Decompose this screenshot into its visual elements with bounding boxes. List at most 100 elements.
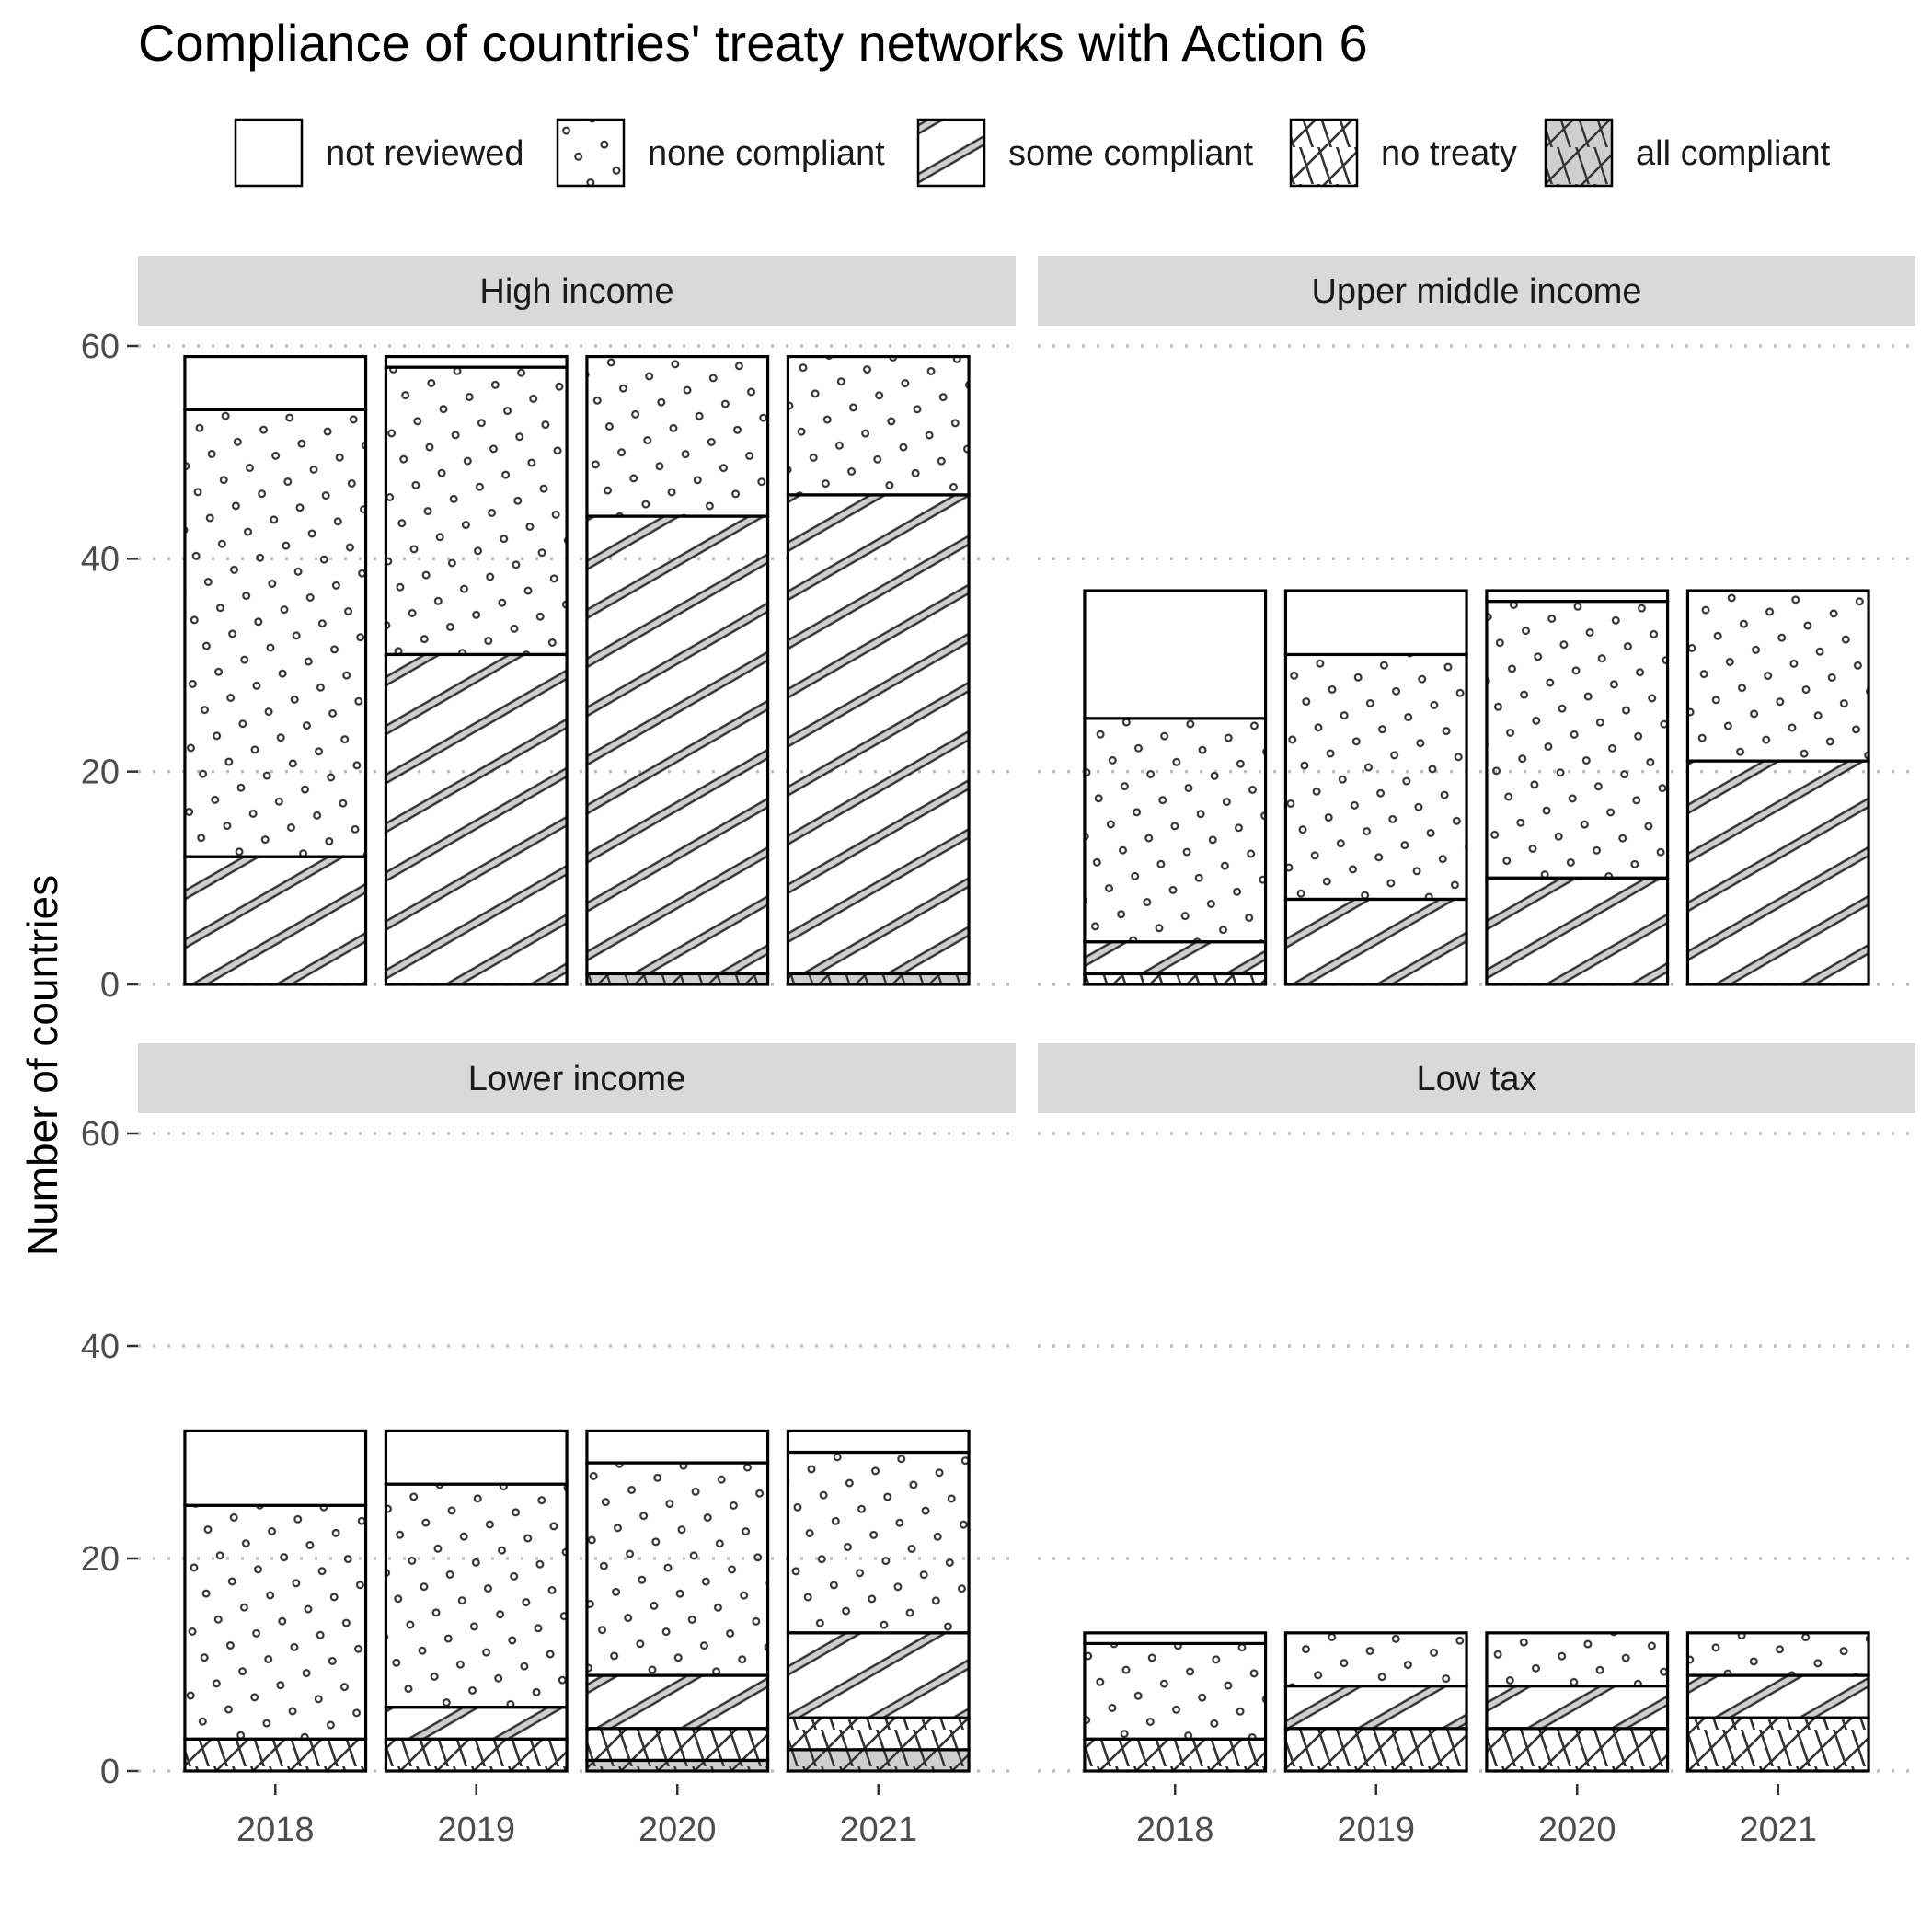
y-tick-label: 40 [81, 1328, 120, 1366]
panel-strip-label: Low tax [1417, 1060, 1537, 1098]
bar-segment-none_compliant [1283, 652, 1468, 902]
bar-segment-some_compliant [1083, 940, 1268, 976]
legend-swatch-no_treaty [1289, 118, 1359, 188]
panel-strip [138, 1043, 1016, 1113]
panel-high-income: High income 0 20 40 60 [81, 256, 1016, 1005]
x-tick-label: 2020 [1538, 1811, 1616, 1849]
bar-segment-none_compliant [786, 354, 971, 497]
bar-segment-no_treaty [183, 1737, 368, 1773]
bar-segment-some_compliant [1685, 759, 1870, 986]
legend-label-some_compliant: some compliant [1008, 134, 1254, 173]
bar-segment-some_compliant [1485, 876, 1670, 986]
bar-segment-no_treaty [1685, 1716, 1870, 1773]
legend-item-not_reviewed: not reviewed [234, 118, 523, 188]
panel-strip-label: Lower income [468, 1060, 686, 1098]
bar-segment-none_compliant [183, 1503, 368, 1741]
bar-segment-none_compliant [1685, 1631, 1870, 1677]
bar-segment-no_treaty [1083, 1737, 1268, 1773]
bar-segment-none_compliant [786, 1450, 971, 1635]
y-tick-label: 60 [81, 1115, 120, 1154]
bar-segment-no_treaty [384, 1737, 569, 1773]
bar-segment-some_compliant [1685, 1673, 1870, 1719]
bar-segment-none_compliant [1485, 1631, 1670, 1688]
y-tick-label: 0 [100, 1753, 120, 1791]
y-tick-label: 20 [81, 753, 120, 792]
legend-swatch-all_compliant [1544, 118, 1614, 188]
bar-segment-none_compliant [1283, 1631, 1468, 1688]
bar-segment-all_compliant [786, 972, 971, 986]
bar-segment-none_compliant [585, 1461, 770, 1677]
legend: not reviewed none compliant some compliant… [234, 118, 1831, 188]
bar-segment-some_compliant [1283, 897, 1468, 986]
legend-label-no_treaty: no treaty [1381, 134, 1517, 173]
bar-segment-not_reviewed [1083, 589, 1268, 720]
bar-segment-not_reviewed [183, 1429, 368, 1507]
legend-label-not_reviewed: not reviewed [326, 134, 523, 173]
bar-segment-some_compliant [786, 493, 971, 976]
bar-segment-no_treaty [585, 1727, 770, 1763]
bar-segment-no_treaty [786, 1716, 971, 1752]
x-tick-label: 2019 [1337, 1811, 1415, 1849]
legend-item-all_compliant: all compliant [1544, 118, 1831, 188]
bar-segment-not_reviewed [585, 1429, 770, 1465]
legend-swatch-not_reviewed [234, 118, 304, 188]
bar-segment-none_compliant [585, 354, 770, 518]
panel-lower-income: Lower income 0 20 40 60 2018 2019 2020 2021 [81, 1043, 1016, 1849]
legend-label-all_compliant: all compliant [1636, 134, 1831, 173]
bar-segment-none_compliant [384, 1482, 569, 1709]
bar-segment-not_reviewed [1083, 1631, 1268, 1645]
bar-segment-some_compliant [585, 514, 770, 976]
bar-segment-not_reviewed [384, 354, 569, 369]
bar-segment-not_reviewed [1485, 589, 1670, 604]
x-tick-label: 2021 [839, 1811, 917, 1849]
bar-segment-not_reviewed [786, 1429, 971, 1455]
x-tick-label: 2018 [236, 1811, 315, 1849]
bar-segment-some_compliant [1283, 1684, 1468, 1731]
panel-strip-label: High income [479, 272, 673, 311]
panels: High income 0 20 40 60 Upper middle income Low… [81, 256, 1915, 1849]
y-tick-label: 40 [81, 540, 120, 579]
x-tick-label: 2020 [638, 1811, 717, 1849]
x-tick-label: 2019 [437, 1811, 515, 1849]
x-tick-label: 2018 [1136, 1811, 1214, 1849]
legend-label-none_compliant: none compliant [648, 134, 885, 173]
x-tick-label: 2021 [1739, 1811, 1817, 1849]
y-tick-label: 0 [100, 966, 120, 1005]
legend-item-some_compliant: some compliant [916, 118, 1254, 188]
legend-item-none_compliant: none compliant [556, 118, 885, 188]
bar-segment-some_compliant [786, 1631, 971, 1719]
bar-segment-no_treaty [1083, 972, 1268, 986]
bar-segment-not_reviewed [384, 1429, 569, 1486]
y-tick-label: 20 [81, 1540, 120, 1579]
bar-segment-not_reviewed [183, 354, 368, 412]
bar-segment-some_compliant [1485, 1684, 1670, 1731]
bar-segment-all_compliant [585, 972, 770, 986]
y-tick-label: 60 [81, 328, 120, 366]
bar-segment-none_compliant [183, 408, 368, 858]
panel-strip [138, 256, 1016, 326]
chart-title: Compliance of countries' treaty networks… [138, 14, 1368, 72]
bar-segment-all_compliant [786, 1748, 971, 1773]
bar-segment-some_compliant [183, 855, 368, 986]
bar-segment-none_compliant [1083, 717, 1268, 944]
bar-segment-none_compliant [1485, 599, 1670, 880]
panel-strip [1038, 1043, 1915, 1113]
bar-segment-no_treaty [1485, 1727, 1670, 1773]
panel-strip [1038, 256, 1915, 326]
bar-segment-none_compliant [1685, 589, 1870, 763]
bar-segment-some_compliant [585, 1673, 770, 1731]
bar-segment-some_compliant [384, 1706, 569, 1741]
panel-upper-middle-income: Upper middle income [1038, 256, 1915, 986]
legend-swatch-none_compliant [556, 118, 626, 188]
bar-segment-not_reviewed [1283, 589, 1468, 657]
legend-swatch-some_compliant [916, 118, 986, 188]
bar-segment-none_compliant [384, 365, 569, 657]
bar-segment-all_compliant [585, 1758, 770, 1773]
panel-low-tax: Low tax 2018 2019 2020 2021 [1038, 1043, 1915, 1849]
legend-item-no_treaty: no treaty [1289, 118, 1517, 188]
bar-segment-some_compliant [384, 652, 569, 986]
panel-strip-label: Upper middle income [1311, 272, 1641, 311]
bar-segment-none_compliant [1083, 1641, 1268, 1741]
bar-segment-no_treaty [1283, 1727, 1468, 1773]
